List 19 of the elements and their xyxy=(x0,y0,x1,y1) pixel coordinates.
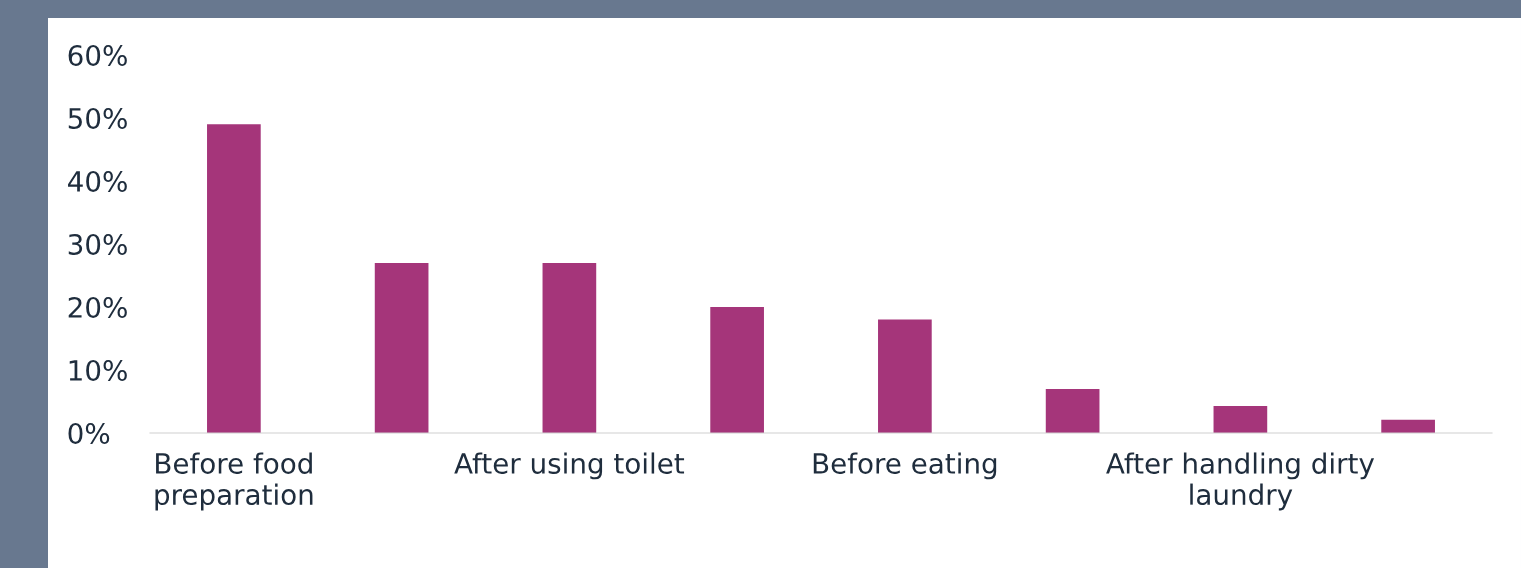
x-tick-label: After using toilet xyxy=(454,452,685,480)
bar xyxy=(207,124,261,433)
bar xyxy=(1381,419,1435,433)
bar xyxy=(542,262,597,433)
y-tick-label: 30% xyxy=(68,233,127,255)
y-tick-label: 20% xyxy=(68,296,127,318)
x-tick-label: After handling dirty laundry xyxy=(1106,452,1375,511)
y-tick-label: 50% xyxy=(68,107,127,129)
x-tick-label: Before eating xyxy=(813,452,997,480)
x-tick-label: Before food preparation xyxy=(155,452,313,511)
bar xyxy=(710,307,764,433)
y-tick-label: 40% xyxy=(68,170,127,192)
y-tick-label: 10% xyxy=(69,359,127,381)
bar xyxy=(1213,405,1268,433)
bar xyxy=(878,319,932,433)
y-tick-label: 60% xyxy=(68,44,127,66)
y-tick-label: 0% xyxy=(68,422,110,444)
bar xyxy=(374,262,429,433)
bar xyxy=(1045,388,1100,433)
